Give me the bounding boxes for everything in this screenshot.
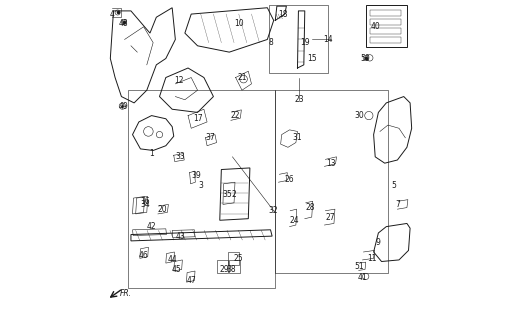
Text: 9: 9 [376, 238, 381, 247]
Text: 4: 4 [110, 10, 114, 19]
Text: 43: 43 [175, 232, 185, 241]
Text: 38: 38 [226, 265, 235, 274]
Text: 15: 15 [307, 54, 316, 63]
Text: FR.: FR. [120, 289, 132, 298]
Text: 34: 34 [140, 200, 150, 209]
Text: 40: 40 [370, 22, 380, 31]
Text: 27: 27 [326, 212, 336, 222]
Text: 20: 20 [158, 205, 168, 214]
Text: 24: 24 [290, 216, 299, 225]
Bar [128, 90, 275, 288]
Text: 5: 5 [392, 181, 397, 190]
Text: 28: 28 [305, 203, 315, 212]
Text: 51: 51 [354, 262, 364, 271]
Text: 44: 44 [168, 255, 177, 264]
Text: 25: 25 [234, 254, 244, 263]
Text: 7: 7 [395, 200, 400, 209]
Text: 48: 48 [118, 19, 128, 28]
Bar [228, 252, 239, 265]
Text: 12: 12 [174, 76, 183, 85]
Text: 11: 11 [367, 254, 377, 263]
Text: 29: 29 [220, 265, 229, 274]
Bar [229, 260, 240, 273]
Text: 16: 16 [140, 197, 150, 206]
Text: 19: 19 [301, 38, 310, 47]
Text: 39: 39 [191, 172, 201, 180]
Text: 14: 14 [323, 35, 333, 44]
Bar [371, 10, 400, 16]
Text: 45: 45 [172, 265, 182, 274]
Text: 41: 41 [358, 273, 367, 282]
Text: 2: 2 [232, 190, 236, 199]
Text: 46: 46 [139, 251, 148, 260]
Text: 26: 26 [284, 174, 294, 184]
Text: 32: 32 [269, 206, 279, 215]
Text: 37: 37 [205, 133, 215, 142]
Text: 35: 35 [223, 190, 233, 199]
Text: 22: 22 [231, 111, 240, 120]
Text: 33: 33 [175, 152, 185, 161]
Bar [371, 28, 400, 34]
Bar [371, 19, 400, 25]
Text: 3: 3 [198, 181, 203, 190]
Text: 8: 8 [268, 38, 273, 47]
Text: 31: 31 [293, 133, 302, 142]
Bar [371, 37, 400, 43]
Bar [275, 90, 388, 273]
Text: 17: 17 [193, 114, 203, 123]
Bar [217, 260, 228, 273]
Text: 10: 10 [234, 19, 244, 28]
Text: 18: 18 [278, 10, 288, 19]
Text: 47: 47 [186, 276, 196, 285]
Text: 23: 23 [294, 95, 304, 104]
Text: 42: 42 [147, 222, 157, 231]
Text: 21: 21 [237, 73, 247, 82]
Text: 13: 13 [326, 159, 336, 168]
Text: 30: 30 [354, 111, 364, 120]
Bar [269, 4, 328, 73]
Text: 50: 50 [361, 54, 371, 63]
Text: 1: 1 [149, 149, 154, 158]
Text: 49: 49 [118, 101, 128, 111]
